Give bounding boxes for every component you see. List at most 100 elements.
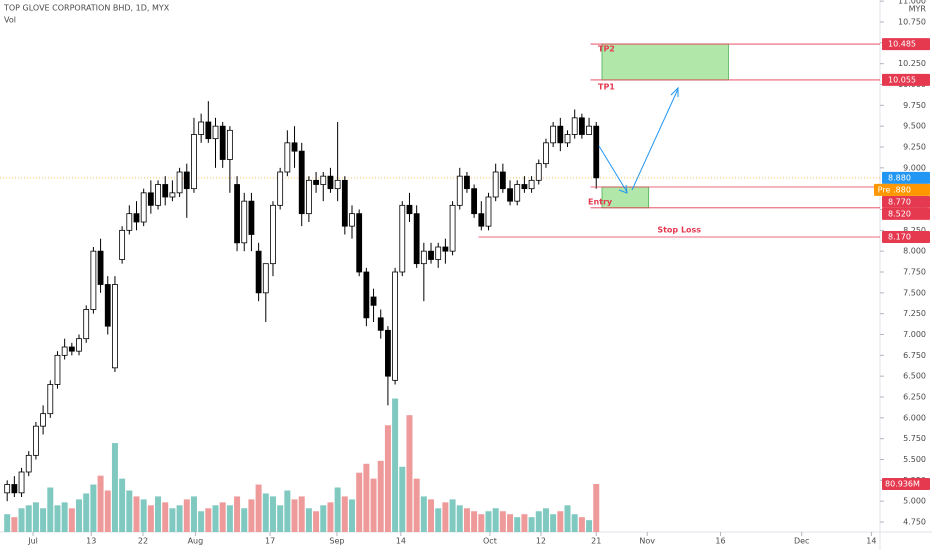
candle-body [557,125,564,144]
y-tick-label: 6.750 [903,351,926,360]
y-tick-label: 7.750 [903,268,926,277]
y-tick-label: 7.250 [903,309,926,318]
candle-body [492,171,499,198]
volume-bar [262,493,269,532]
volume-bar [384,425,391,532]
volume-bar [305,508,312,532]
price-tag-label: 8.880 [888,185,911,194]
x-tick-label: Dec [794,537,809,546]
candle-body [169,192,176,198]
candle-body [313,179,319,185]
volume-bar [54,505,61,532]
volume-bar [277,505,284,532]
candle-body [61,346,68,356]
candle-body [471,188,478,215]
candle-body [442,246,449,252]
volume-bar [456,505,463,532]
y-tick-label: 8.000 [903,247,926,256]
candle-body [298,150,305,215]
candle-body [543,142,549,165]
x-tick-label: 14 [396,537,406,546]
candle-body [478,213,485,227]
y-tick-label: 7.000 [903,330,926,339]
volume-bar [169,508,176,532]
arrow [631,88,679,191]
volume-bar [341,496,348,532]
volume-bar [492,508,499,532]
candle-body [327,175,334,190]
candle-body [291,142,298,152]
candle-body [456,175,463,206]
volume-bar [463,508,470,532]
candle-body [413,213,420,265]
candle-body [284,142,291,173]
x-tick-label: 12 [536,537,546,546]
candle-body [18,471,25,494]
volume-bar [190,496,197,532]
volume-bar [521,514,528,532]
price-tag-label: 8.170 [888,233,911,242]
arrow-head [670,86,679,97]
y-tick-label: 10.250 [898,59,926,68]
y-tick-label: 5.000 [903,497,926,506]
candle-body [320,175,327,185]
arrows [598,86,679,194]
candle-body [406,204,413,215]
candle-body [133,213,140,223]
candle-body [593,125,600,179]
candle-body [428,250,434,260]
candle-body [219,125,226,160]
annotation: Entry [588,197,613,206]
volume-bar [68,508,75,532]
x-tick-label: Jul [27,537,38,546]
candle-body [11,484,18,494]
candle-body [4,484,11,494]
volume-bar [176,505,183,532]
volume-bar [234,496,241,532]
candle-body [147,192,154,206]
y-tick-label: 6.250 [903,393,926,402]
y-tick-label: 4.750 [903,518,926,527]
candle-body [270,204,276,265]
volume-bar [76,499,83,532]
candle-body [198,121,205,135]
candle-body [126,213,133,231]
volume-title: Vol [4,16,16,25]
volume-bar [413,478,420,532]
candle-body [377,317,384,331]
arrow-head [618,184,628,194]
candle-body [528,179,535,190]
y-tick-label: 9.500 [903,122,926,131]
price-tag [882,207,930,220]
volume-bar [298,496,305,532]
candle-body [356,213,363,273]
volume-bar [535,511,542,532]
y-tick-label: 9.000 [903,163,926,172]
candle-body [370,296,377,306]
price-tag [882,171,930,184]
price-tag-label: 8.520 [888,209,911,218]
candle-body [399,204,406,273]
candle-body [363,271,370,319]
candle-body [155,184,161,206]
price-tag [882,73,930,86]
volume-bar [226,505,233,532]
volume-bar [47,487,54,532]
volume-bar [104,490,111,532]
pre-tag-label: Pre [878,185,891,194]
volume-bar [449,499,456,532]
volume-bar [241,508,248,532]
candle-body [212,125,219,140]
volume-bar [90,484,97,532]
volume-tag [882,477,930,490]
candle-body [507,188,513,202]
x-tick-label: Sep [329,537,344,546]
candle-body [68,346,75,352]
volume-bar [392,398,399,532]
volume-bar [155,496,162,532]
volume-bar [557,511,564,532]
chart-title: TOP GLOVE CORPORATION BHD, 1D, MYX [3,4,170,13]
volume-bar [11,517,18,532]
x-tick-label: Nov [639,537,655,546]
